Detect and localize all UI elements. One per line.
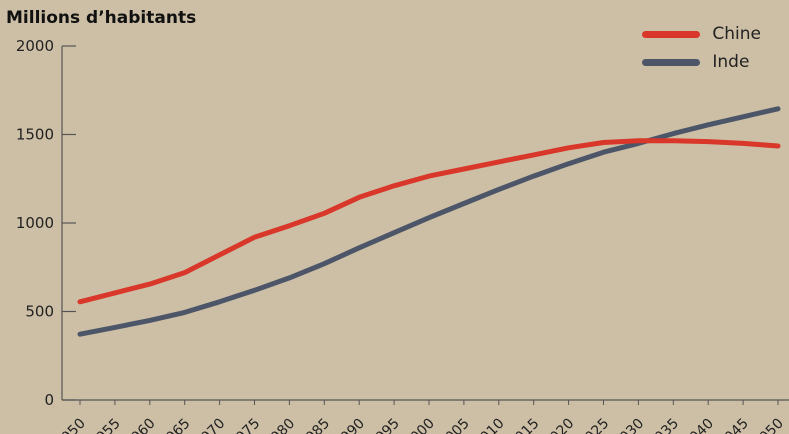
x-tick-label-1965: 1965 — [157, 416, 194, 434]
y-tick-label-1000: 1000 — [16, 214, 54, 232]
x-tick-label-1980: 1980 — [262, 416, 299, 434]
x-tick-label-1990: 1990 — [332, 416, 369, 434]
y-tick-label-1500: 1500 — [16, 126, 54, 144]
x-tick-label-2045: 2045 — [715, 416, 752, 434]
x-tick-label-2040: 2040 — [681, 416, 718, 434]
x-tick-label-1985: 1985 — [297, 416, 334, 434]
legend-swatch-inde — [642, 58, 701, 66]
x-tick-label-2010: 2010 — [471, 416, 508, 434]
x-tick-label-2005: 2005 — [436, 416, 473, 434]
legend-label-inde: Inde — [712, 52, 750, 72]
x-tick-label-1955: 1955 — [87, 416, 124, 434]
x-tick-label-2020: 2020 — [541, 416, 578, 434]
x-tick-label-1995: 1995 — [366, 416, 403, 434]
y-tick-label-2000: 2000 — [16, 37, 54, 55]
legend-item-inde: Inde — [642, 48, 761, 76]
y-tick-label-0: 0 — [44, 391, 54, 409]
y-axis-title: Millions d’habitants — [6, 8, 197, 28]
x-tick-label-2025: 2025 — [576, 416, 613, 434]
x-tick-label-1960: 1960 — [122, 416, 159, 434]
legend: Chine Inde — [642, 20, 761, 76]
x-tick-label-2000: 2000 — [401, 416, 438, 434]
legend-label-chine: Chine — [712, 24, 761, 44]
x-tick-label-1975: 1975 — [227, 416, 264, 434]
x-tick-label-2050: 2050 — [750, 416, 787, 434]
legend-item-chine: Chine — [642, 20, 761, 48]
series-line-chine — [77, 138, 781, 305]
x-tick-label-1950: 1950 — [52, 416, 89, 434]
y-tick-label-500: 500 — [25, 303, 54, 321]
x-tick-label-1970: 1970 — [192, 416, 229, 434]
series-line-inde — [77, 106, 781, 337]
x-tick-label-2015: 2015 — [506, 416, 543, 434]
legend-swatch-chine — [642, 30, 701, 38]
x-tick-label-2030: 2030 — [611, 416, 648, 434]
x-tick-label-2035: 2035 — [646, 416, 683, 434]
